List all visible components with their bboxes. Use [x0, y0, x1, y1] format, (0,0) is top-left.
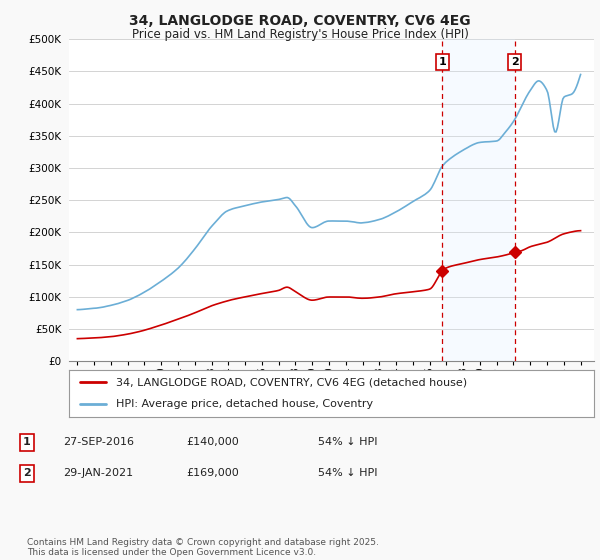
Text: £169,000: £169,000 [186, 468, 239, 478]
Text: 54% ↓ HPI: 54% ↓ HPI [318, 437, 377, 447]
Text: 2: 2 [23, 468, 31, 478]
Text: 1: 1 [23, 437, 31, 447]
Text: 54% ↓ HPI: 54% ↓ HPI [318, 468, 377, 478]
Text: Contains HM Land Registry data © Crown copyright and database right 2025.
This d: Contains HM Land Registry data © Crown c… [27, 538, 379, 557]
Text: £140,000: £140,000 [186, 437, 239, 447]
Text: HPI: Average price, detached house, Coventry: HPI: Average price, detached house, Cove… [116, 399, 373, 409]
Text: 1: 1 [439, 57, 446, 67]
Bar [442, 39, 515, 361]
Text: 34, LANGLODGE ROAD, COVENTRY, CV6 4EG: 34, LANGLODGE ROAD, COVENTRY, CV6 4EG [129, 14, 471, 28]
Text: Price paid vs. HM Land Registry's House Price Index (HPI): Price paid vs. HM Land Registry's House … [131, 28, 469, 41]
Text: 29-JAN-2021: 29-JAN-2021 [63, 468, 133, 478]
Text: 2: 2 [511, 57, 519, 67]
Text: 27-SEP-2016: 27-SEP-2016 [63, 437, 134, 447]
Text: 34, LANGLODGE ROAD, COVENTRY, CV6 4EG (detached house): 34, LANGLODGE ROAD, COVENTRY, CV6 4EG (d… [116, 377, 467, 388]
